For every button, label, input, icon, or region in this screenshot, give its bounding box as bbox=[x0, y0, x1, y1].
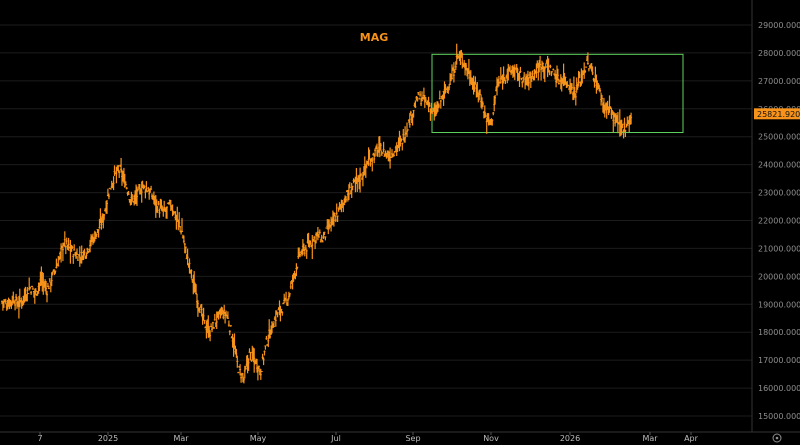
y-tick-label: 25000.0000 bbox=[758, 133, 800, 142]
y-tick-label: 28000.0000 bbox=[758, 49, 800, 58]
x-axis-ticks: 7 2025 Mar May Jul Sep Nov 2026 Mar Apr bbox=[37, 432, 699, 443]
settings-icon[interactable] bbox=[772, 433, 782, 443]
last-price-label: 25821.9200 bbox=[757, 110, 800, 119]
grid-layer bbox=[0, 24, 752, 417]
chart-title: MAG bbox=[360, 31, 389, 44]
x-tick-label: Jul bbox=[330, 434, 341, 443]
x-tick-label: May bbox=[250, 434, 267, 443]
last-price-tag-bg bbox=[754, 108, 800, 120]
x-tick-label: 2025 bbox=[98, 434, 118, 443]
x-tick-label: Mar bbox=[642, 434, 658, 443]
y-tick-label: 19000.0000 bbox=[758, 300, 800, 309]
y-tick-label: 29000.0000 bbox=[758, 21, 800, 30]
x-tick-label: Sep bbox=[405, 434, 420, 443]
y-tick-label: 17000.0000 bbox=[758, 356, 800, 365]
y-tick-label: 18000.0000 bbox=[758, 328, 800, 337]
y-tick-label: 21000.0000 bbox=[758, 244, 800, 253]
x-tick-label: Mar bbox=[173, 434, 189, 443]
y-tick-label: 20000.0000 bbox=[758, 272, 800, 281]
x-tick-label: 2026 bbox=[560, 434, 580, 443]
y-tick-label: 16000.0000 bbox=[758, 384, 800, 393]
price-series bbox=[1, 43, 633, 384]
y-tick-label: 22000.0000 bbox=[758, 217, 800, 226]
x-tick-label: 7 bbox=[37, 434, 42, 443]
y-tick-label: 15000.0000 bbox=[758, 412, 800, 421]
y-axis-ticks: 15000.0000 16000.0000 17000.0000 18000.0000… bbox=[758, 21, 800, 421]
y-tick-label: 27000.0000 bbox=[758, 77, 800, 86]
highlight-box bbox=[431, 53, 684, 134]
y-tick-label: 23000.0000 bbox=[758, 189, 800, 198]
last-price-tag: 25821.9200 bbox=[754, 108, 800, 120]
x-tick-label: Nov bbox=[483, 434, 499, 443]
x-tick-label: Apr bbox=[684, 434, 699, 443]
y-tick-label: 24000.0000 bbox=[758, 161, 800, 170]
